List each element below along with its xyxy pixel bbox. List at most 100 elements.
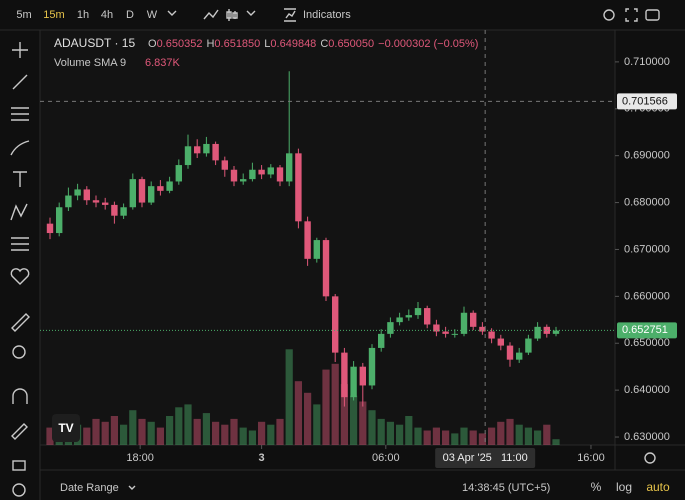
dropdown-icon[interactable] <box>246 10 256 16</box>
crosshair-time-label: 03 Apr '25 11:00 <box>443 452 528 464</box>
prediction-tool[interactable] <box>11 237 29 251</box>
clock: 14:38:45 (UTC+5) <box>462 482 550 494</box>
candle-body <box>240 179 247 182</box>
volume-bar <box>552 439 560 445</box>
interval-button[interactable]: W <box>147 9 158 21</box>
price-tick-label: 0.690000 <box>624 150 670 162</box>
volume-bar <box>331 363 339 445</box>
volume-bar <box>184 404 192 445</box>
candle-body <box>525 338 532 353</box>
ohlc-value: 0.650050 <box>328 38 374 50</box>
trend-line-tool[interactable] <box>12 74 28 90</box>
candle-body <box>83 189 90 201</box>
interval-button[interactable]: 4h <box>101 9 113 21</box>
line-chart-icon[interactable] <box>203 9 219 20</box>
candle-body <box>175 165 182 182</box>
candle-body <box>249 169 256 180</box>
candle-body <box>157 186 164 191</box>
time-tick-label: 18:00 <box>126 452 154 464</box>
fib-tool[interactable] <box>11 107 29 121</box>
candle-body <box>203 143 210 154</box>
candle-body <box>166 181 173 191</box>
dropdown-icon[interactable] <box>128 485 136 490</box>
volume-bar <box>83 427 91 445</box>
volume-bar <box>414 427 422 445</box>
scale-button[interactable]: % <box>591 480 602 494</box>
price-tick-label: 0.630000 <box>624 431 670 443</box>
indicators-icon[interactable] <box>284 8 296 22</box>
candle-body <box>102 202 109 205</box>
volume-bar <box>276 418 284 445</box>
interval-button[interactable]: 1h <box>77 9 89 21</box>
candle-body <box>258 169 265 175</box>
volume-bar <box>193 418 201 445</box>
time-tick-label: 16:00 <box>577 452 605 464</box>
volume-bar <box>92 418 100 445</box>
volume-bar <box>451 433 459 445</box>
interval-button[interactable]: 5m <box>16 9 31 21</box>
interval-button[interactable]: 15m <box>43 9 64 21</box>
candle-body <box>184 146 192 166</box>
dropdown-icon[interactable] <box>167 10 177 16</box>
crosshair-tool[interactable] <box>12 42 28 58</box>
candle-body <box>552 330 560 334</box>
ohlc-key: L <box>264 38 270 50</box>
axis-settings-icon[interactable] <box>644 452 656 464</box>
candle-body <box>56 207 63 234</box>
volume-bar <box>110 416 118 445</box>
volume-bar <box>396 424 404 445</box>
candle-body <box>138 179 146 203</box>
candle-body <box>46 223 54 234</box>
magnet-tool[interactable] <box>12 388 28 404</box>
volume-bar <box>340 384 348 445</box>
candle-body <box>460 312 468 334</box>
last-price-tag <box>617 322 677 339</box>
screenshot-icon[interactable] <box>645 9 660 21</box>
volume-bar <box>267 424 275 445</box>
scale-button[interactable]: auto <box>646 480 670 494</box>
interval-button[interactable]: D <box>126 9 134 21</box>
symbol: ADAUSDT · 15 <box>54 36 135 50</box>
volume-indicator-name: Volume SMA 9 <box>54 57 126 69</box>
volume-bar <box>129 410 137 445</box>
volume-bar <box>156 427 164 445</box>
ohlc-key: H <box>206 38 214 50</box>
volume-bar <box>212 421 220 445</box>
text-tool[interactable] <box>13 171 27 187</box>
volume-bar <box>534 430 542 445</box>
candle-body <box>378 333 385 348</box>
visibility-tool[interactable] <box>12 483 26 497</box>
price-tick-label: 0.650000 <box>624 337 670 349</box>
volume-bar <box>175 407 183 445</box>
pattern-tool[interactable] <box>10 203 28 221</box>
date-range-button[interactable]: Date Range <box>60 482 119 494</box>
settings-icon[interactable] <box>603 9 615 21</box>
candle-body <box>111 204 118 216</box>
volume-bar <box>359 401 367 445</box>
favorites-tool[interactable] <box>10 268 30 285</box>
candle-icon[interactable] <box>226 9 238 21</box>
candle-body <box>442 331 449 334</box>
lock-drawings-tool[interactable] <box>11 423 28 440</box>
lock-tool[interactable] <box>12 460 26 471</box>
zoom-tool[interactable] <box>12 345 26 359</box>
candle-body <box>368 347 376 386</box>
volume-bar <box>248 430 256 445</box>
plot: 0.7100000.7000000.6900000.6800000.670000… <box>40 30 677 468</box>
measure-tool[interactable] <box>11 313 30 332</box>
change: −0.000302 (−0.05%) <box>378 38 478 50</box>
volume-bar <box>497 421 505 445</box>
indicators-button[interactable]: Indicators <box>303 9 351 21</box>
candle-body <box>267 167 274 175</box>
fullscreen-icon[interactable] <box>625 8 638 22</box>
logo-mark: TV <box>58 421 73 435</box>
volume-bar <box>377 418 385 445</box>
logo <box>52 414 80 442</box>
ohlc-value: 0.650352 <box>157 38 203 50</box>
candle-body <box>148 186 155 203</box>
scale-buttons: % log auto <box>591 480 670 494</box>
scale-button[interactable]: log <box>616 480 632 494</box>
candle-body <box>194 146 201 154</box>
volume-bar <box>515 424 523 445</box>
brush-tool[interactable] <box>10 140 30 156</box>
